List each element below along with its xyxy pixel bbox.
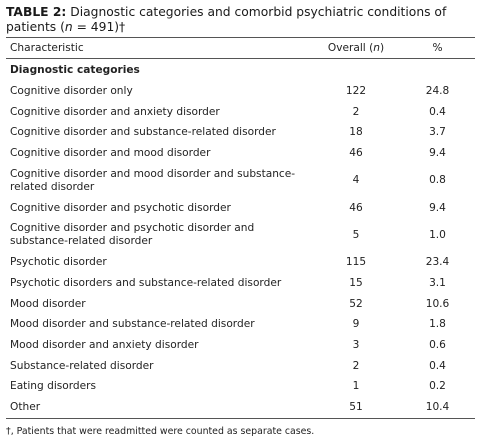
table-row: Cognitive disorder and substance-related… — [6, 122, 475, 143]
title-italic: n — [64, 20, 73, 34]
table-cell: 3.1 — [429, 276, 446, 289]
table-cell: Cognitive disorder and mood disorder and… — [10, 167, 296, 193]
table-cell: 2 — [352, 105, 360, 118]
table-cell: Cognitive disorder and anxiety disorder — [10, 105, 220, 118]
table-row: Psychotic disorders and substance-relate… — [6, 273, 475, 294]
table-row: Substance-related disorder 2 0.4 — [6, 356, 475, 377]
table-cell: Cognitive disorder and mood disorder — [10, 146, 211, 159]
table-cell: 5 — [352, 228, 360, 241]
table-cell: 9.4 — [429, 201, 446, 214]
header-row: Characteristic Overall (n) % — [6, 37, 475, 59]
table-cell: 46 — [349, 146, 363, 159]
table-row: Mood disorder and substance-related diso… — [6, 315, 475, 336]
table-cell: 0.2 — [429, 380, 446, 393]
table-cell: Eating disorders — [10, 380, 97, 393]
table-cell: 3 — [352, 339, 360, 352]
table-cell: 4 — [352, 174, 360, 187]
table-cell: Substance-related disorder — [10, 359, 154, 372]
title-label: TABLE 2: — [6, 5, 67, 19]
table-cell: Mood disorder and substance-related diso… — [10, 318, 255, 331]
table-row: Cognitive disorder and mood disorder 46 9.… — [6, 143, 475, 164]
header-cell: Overall (n) — [312, 37, 400, 59]
table-cell: 3.7 — [429, 126, 446, 139]
table-cell: 18 — [349, 126, 363, 139]
table-cell: 46 — [349, 201, 363, 214]
table-cell: 15 — [349, 276, 363, 289]
table-cell: 23.4 — [425, 256, 450, 269]
section-row: Diagnostic categories — [6, 59, 475, 82]
table-cell: 2 — [352, 359, 360, 372]
table-cell: Mood disorder and anxiety disorder — [10, 339, 199, 352]
table-cell: Cognitive disorder and substance-related… — [10, 126, 276, 139]
table-cell: 0.8 — [429, 174, 446, 187]
table-cell: Mood disorder — [10, 297, 86, 310]
table-cell: Psychotic disorders and substance-relate… — [10, 276, 282, 289]
table-row: Cognitive disorder and psychotic disorde… — [6, 218, 475, 252]
table-head: Characteristic Overall (n) % — [6, 37, 475, 59]
table-row: Eating disorders 1 0.2 — [6, 377, 475, 398]
header-cell: % — [400, 37, 475, 59]
table-row: Mood disorder 52 10.6 — [6, 294, 475, 315]
table-body: Diagnostic categories Cognitive disorder… — [6, 59, 475, 419]
table-cell: 0.4 — [429, 359, 446, 372]
table-cell: Other — [6, 397, 312, 419]
table-cell: 9 — [352, 318, 360, 331]
header-cell: Characteristic — [6, 37, 312, 59]
table-cell: 10.4 — [400, 397, 475, 419]
table-cell: 1.0 — [429, 228, 446, 241]
table-cell: 1.8 — [429, 318, 446, 331]
table-cell: 52 — [349, 297, 363, 310]
table-cell: 51 — [312, 397, 400, 419]
table-row: Cognitive disorder and anxiety disorder 2… — [6, 102, 475, 123]
table-cell: 0.6 — [429, 339, 446, 352]
title-rest: = 491)† — [72, 20, 126, 34]
footnote: †, Patients that were readmitted were co… — [6, 426, 315, 437]
table-row: Mood disorder and anxiety disorder 3 0.6 — [6, 335, 475, 356]
header-text: ) — [379, 42, 385, 54]
data-table: Characteristic Overall (n) % Diagnostic … — [6, 37, 475, 419]
table-row: Other 51 10.4 — [6, 397, 475, 419]
table-cell: Psychotic disorder — [10, 256, 107, 269]
table-row: Cognitive disorder only 122 24.8 — [6, 81, 475, 102]
table-row: Cognitive disorder and mood disorder and… — [6, 164, 475, 198]
table-cell: 0.4 — [429, 105, 446, 118]
table-cell: 1 — [352, 380, 360, 393]
table-cell: 9.4 — [429, 146, 446, 159]
table-row: Cognitive disorder and psychotic disorde… — [6, 198, 475, 219]
table-cell: 10.6 — [425, 297, 450, 310]
header-text: Overall ( — [327, 42, 374, 54]
title-text: Diagnostic categories and comorbid psych… — [6, 5, 447, 34]
table-cell: 115 — [345, 256, 367, 269]
table-cell: Cognitive disorder only — [10, 84, 133, 97]
table-title: TABLE 2: Diagnostic categories and comor… — [6, 5, 476, 35]
table-cell: 122 — [345, 84, 367, 97]
header-italic: n — [373, 42, 380, 54]
table-cell: 24.8 — [425, 84, 450, 97]
table-row: Psychotic disorder 115 23.4 — [6, 252, 475, 273]
table-cell: Cognitive disorder and psychotic disorde… — [10, 201, 231, 214]
table-cell: Cognitive disorder and psychotic disorde… — [10, 222, 255, 248]
section-cell: Diagnostic categories — [10, 64, 140, 76]
